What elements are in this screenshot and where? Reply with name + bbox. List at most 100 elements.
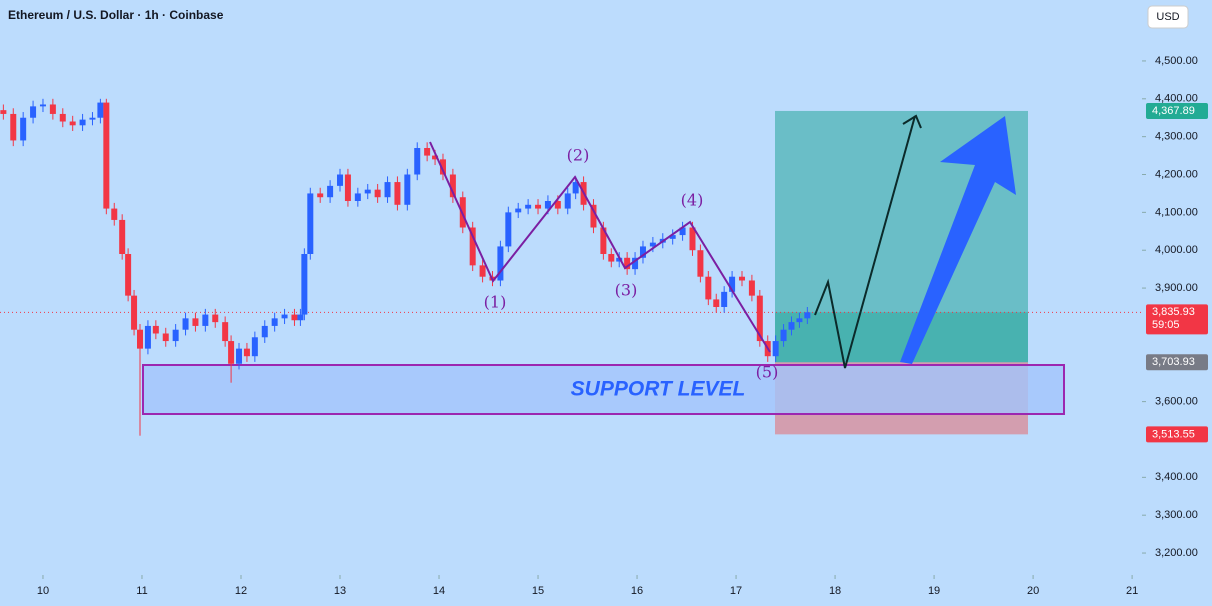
wave-label: (1) — [484, 293, 507, 312]
candle-body — [705, 276, 712, 300]
candle-body — [228, 341, 235, 364]
candle-body — [600, 227, 607, 254]
candle-body — [590, 204, 597, 228]
currency-button[interactable] — [1147, 5, 1189, 29]
candle-body — [632, 257, 639, 270]
candle-body — [544, 201, 551, 209]
candle-body — [738, 276, 745, 281]
candle-body — [0, 110, 7, 114]
candle-body — [364, 189, 371, 194]
candle-body — [564, 193, 571, 209]
entry-price-label: 3,703.93 — [1152, 356, 1195, 368]
y-tick-label: 4,500.00 — [1155, 55, 1198, 67]
candle-body — [554, 201, 561, 209]
x-tick-label: 16 — [631, 585, 643, 597]
candle-body — [172, 329, 179, 342]
candle-body — [307, 193, 314, 254]
y-tick-label: 3,200.00 — [1155, 547, 1198, 559]
candle-body — [89, 117, 96, 120]
wave-line — [429, 141, 771, 353]
currency[interactable]: USD — [1156, 11, 1179, 23]
candle-body — [137, 329, 144, 349]
candle-body — [729, 276, 736, 292]
candle-body — [780, 329, 787, 342]
y-tick-label: 4,000.00 — [1155, 244, 1198, 256]
candle-body — [479, 265, 486, 277]
candle-body — [394, 182, 401, 205]
candle-body — [796, 318, 803, 323]
projection-line — [814, 115, 916, 369]
x-tick-label: 17 — [730, 585, 742, 597]
x-tick-label: 14 — [433, 585, 445, 597]
entry-price-tag — [1146, 354, 1208, 371]
candle-body — [525, 204, 532, 209]
candle-body — [616, 257, 623, 262]
candle-body — [251, 337, 258, 357]
candle-body — [788, 322, 795, 330]
candle-body — [281, 314, 288, 319]
y-tick-label: 4,300.00 — [1155, 131, 1198, 143]
y-tick-label: 3,400.00 — [1155, 471, 1198, 483]
candle-body — [182, 318, 189, 330]
candle-body — [317, 193, 324, 198]
candle-body — [222, 322, 229, 342]
candle-body — [354, 193, 361, 202]
candle-body — [261, 325, 268, 338]
candle-body — [202, 314, 209, 326]
candle-body — [697, 250, 704, 277]
candle-body — [243, 348, 250, 357]
candle-body — [236, 348, 243, 364]
candle-body — [748, 280, 755, 296]
x-tick-label: 10 — [37, 585, 49, 597]
candle-body — [639, 246, 646, 258]
candle-body — [424, 148, 431, 156]
candle-body — [414, 148, 421, 175]
candle-body — [30, 106, 37, 118]
candle-body — [20, 117, 27, 141]
candle-body — [344, 174, 351, 202]
candle-body — [97, 102, 104, 118]
candle-body — [111, 208, 118, 220]
candle-body — [439, 159, 446, 175]
candle-body — [337, 174, 344, 186]
candle-body — [69, 121, 76, 126]
y-tick-label: 4,400.00 — [1155, 93, 1198, 105]
target-price-tag — [1146, 102, 1208, 119]
blue-arrow — [900, 116, 1016, 364]
candle-body — [327, 185, 334, 198]
support-label: SUPPORT LEVEL — [571, 378, 746, 401]
candle-body — [713, 299, 720, 307]
candle-body — [404, 174, 411, 205]
candle-body — [192, 318, 199, 326]
x-tick-label: 13 — [334, 585, 346, 597]
candle-body — [804, 312, 811, 319]
candle-body — [152, 325, 159, 334]
candle-body — [689, 227, 696, 251]
candle-body — [679, 227, 686, 236]
candle-body — [721, 291, 728, 307]
candle-body — [669, 235, 676, 239]
wave-label: (5) — [756, 363, 779, 382]
candle-body — [59, 113, 66, 122]
stop-price-label: 3,513.55 — [1152, 428, 1195, 440]
candle-body — [10, 113, 17, 141]
candle-body — [144, 325, 151, 349]
candle-body — [297, 314, 304, 321]
price-axis — [1142, 0, 1212, 606]
candle-body — [756, 295, 763, 342]
candle-body — [374, 189, 381, 198]
last-price-label: 3,835.93 — [1152, 306, 1195, 318]
wave-label: (3) — [615, 281, 638, 300]
candle-body — [162, 333, 169, 342]
candle-body — [49, 104, 56, 114]
candle-body — [119, 219, 126, 254]
chart-title: Ethereum / U.S. Dollar · 1h · Coinbase — [8, 8, 224, 22]
x-tick-label: 12 — [235, 585, 247, 597]
candle-body — [291, 314, 298, 321]
x-tick-label: 18 — [829, 585, 841, 597]
candle-body — [301, 253, 308, 315]
x-tick-label: 19 — [928, 585, 940, 597]
candle-body — [608, 253, 615, 262]
candle-body — [469, 227, 476, 266]
candle-body — [384, 182, 391, 198]
